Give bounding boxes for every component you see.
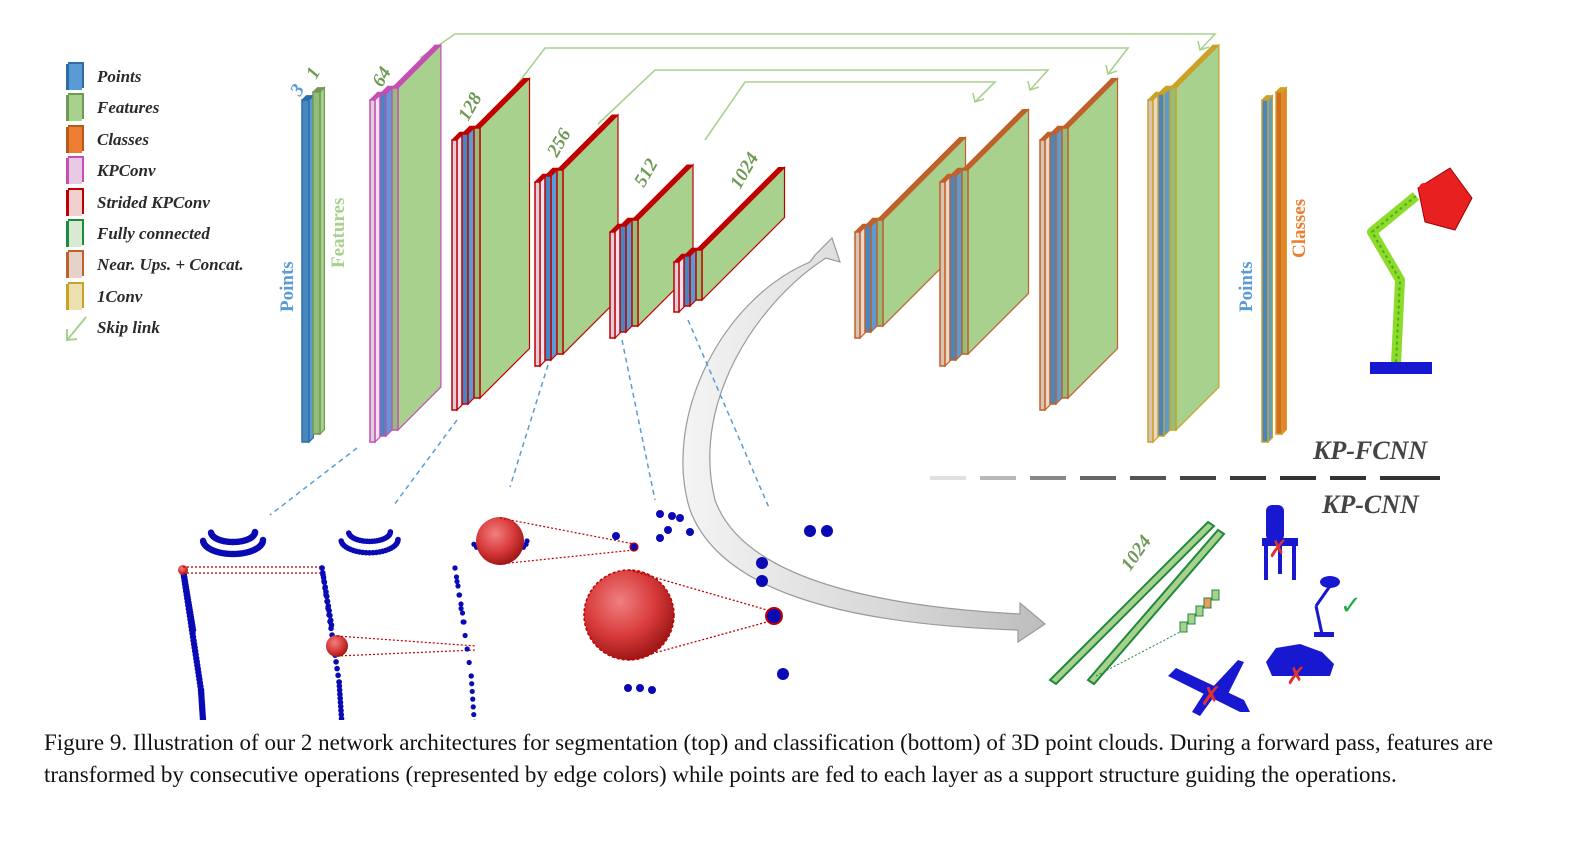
lamp-icon <box>1314 576 1340 637</box>
segmented-lamp-output <box>1367 167 1473 374</box>
legend-item-strided-kpconv: Strided KPConv <box>62 188 292 219</box>
kernel-sphere <box>178 565 188 575</box>
output-points-block <box>1260 94 1274 444</box>
legend-item-features: Features <box>62 93 292 124</box>
legend-item-skip-link: Skip link <box>62 313 292 344</box>
input-features-block <box>311 86 326 436</box>
kernel-sphere <box>583 569 675 661</box>
features-slab <box>960 108 1030 356</box>
point-cloud-level-2 <box>319 529 401 720</box>
encoder-dim-label: 512 <box>630 155 663 191</box>
skip-link-arrow-icon <box>66 316 87 342</box>
features-slab <box>630 163 695 328</box>
figure-caption: Figure 9. Illustration of our 2 network … <box>44 730 1493 787</box>
wrong-class-cross-icon: ✗ <box>1286 662 1306 690</box>
skip-link-4 <box>704 81 997 141</box>
point-cloud-level-1 <box>179 528 267 720</box>
classifier-head: 1024 <box>1048 520 1226 686</box>
legend-item-upsample-concat: Near. Ups. + Concat. <box>62 250 292 281</box>
encoder-dim-label: 1024 <box>726 149 763 192</box>
skip-arrowhead-icon <box>1027 80 1040 92</box>
decoder-stage-2 <box>938 108 1030 368</box>
one-conv-swatch-icon <box>66 283 82 310</box>
point-cloud-examples <box>178 510 833 720</box>
features-axis-label: Features <box>328 198 349 268</box>
legend-item-classes: Classes <box>62 125 292 156</box>
legend-label: KPConv <box>97 161 156 181</box>
features-swatch-icon <box>66 95 82 122</box>
kp-fcnn-label: KP-FCNN <box>1312 436 1428 465</box>
classes-swatch-icon <box>66 126 82 153</box>
skip-arrowhead-icon <box>972 92 985 104</box>
decoder-stage-4 <box>1146 43 1221 444</box>
legend-item-kpconv: KPConv <box>62 156 292 187</box>
point-cloud-level-5 <box>756 525 833 680</box>
kernel-sphere <box>476 517 524 565</box>
fully-connected-swatch-icon <box>66 220 82 247</box>
kernel-link <box>499 549 635 565</box>
legend-label: Features <box>97 98 160 118</box>
legend-label: Fully connected <box>97 223 210 243</box>
features-slab <box>472 77 531 400</box>
features-slab <box>694 166 786 302</box>
legend-label: 1Conv <box>97 286 143 306</box>
airplane-icon <box>1168 660 1250 716</box>
architecture-diagram: 3 1 64 128 256 512 1024 Points Features … <box>178 33 1473 720</box>
kp-cnn-label: KP-CNN <box>1321 490 1420 519</box>
chair-icon <box>1262 505 1298 580</box>
legend-label: Points <box>97 67 142 86</box>
encoder-stage-1 <box>368 43 443 444</box>
legend-item-1conv: 1Conv <box>62 282 292 313</box>
features-slab <box>1060 77 1119 400</box>
legend-item-fully-connected: Fully connected <box>62 219 292 250</box>
strided-kpconv-swatch-icon <box>66 189 82 216</box>
skip-link-3 <box>597 69 1050 125</box>
legend-item-points: Points <box>62 62 292 93</box>
class-examples: ✗ ✓ ✗ ✗ <box>1168 505 1362 716</box>
layer-to-cloud-connectors <box>269 319 771 516</box>
features-slab <box>390 43 443 432</box>
decoder-stage-3 <box>1038 77 1119 412</box>
kernel-center <box>765 607 783 625</box>
kernel-link <box>628 569 775 613</box>
kernel-link <box>628 619 775 661</box>
points-axis-label: Points <box>277 261 298 312</box>
legend-label: Near. Ups. + Concat. <box>97 255 244 275</box>
wrong-class-cross-icon: ✗ <box>1200 682 1222 712</box>
legend-label: Classes <box>97 129 149 149</box>
classifier-dim-label: 1024 <box>1117 532 1156 575</box>
kernel-center <box>629 542 639 552</box>
output-classes-label: Classes <box>1289 199 1310 258</box>
legend: Points Features Classes KPConv Strided K… <box>62 62 292 345</box>
input-points-block <box>300 94 315 444</box>
skip-arrowhead-icon <box>1105 64 1118 76</box>
legend-label: Strided KPConv <box>97 192 210 212</box>
upsample-concat-swatch-icon <box>66 252 82 279</box>
wrong-class-cross-icon: ✗ <box>1268 535 1288 563</box>
encoder-to-classifier-arrow <box>682 236 1046 644</box>
car-icon <box>1266 644 1334 676</box>
encoder-dim-label: 128 <box>454 89 487 125</box>
points-swatch-icon <box>66 64 82 90</box>
legend-label: Skip link <box>97 318 160 338</box>
kernel-link <box>336 635 477 647</box>
output-points-label: Points <box>1236 261 1257 312</box>
layer-blocks <box>300 43 1288 444</box>
skip-link-2 <box>509 47 1130 95</box>
correct-class-check-icon: ✓ <box>1340 591 1362 621</box>
input-dim-features: 1 <box>302 64 325 83</box>
kernel-link <box>499 517 635 545</box>
kernel-link <box>336 649 477 657</box>
encoder-stage-4 <box>608 163 695 340</box>
class-score-cells <box>1179 589 1220 633</box>
kpconv-swatch-icon <box>66 158 82 185</box>
encoder-stage-2 <box>450 77 531 412</box>
skip-arrowhead-icon <box>1197 40 1210 52</box>
features-slab <box>1168 43 1221 432</box>
kernel-sphere <box>326 635 348 657</box>
features-slab <box>555 113 620 356</box>
encoder-stage-3 <box>533 113 620 368</box>
encoder-stage-5 <box>672 166 786 314</box>
output-classes-block <box>1274 86 1288 436</box>
